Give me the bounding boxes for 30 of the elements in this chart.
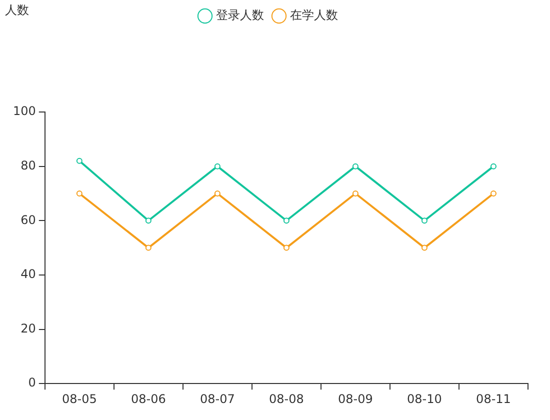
- point: [76, 190, 82, 196]
- legend-label: 登录人数: [216, 8, 264, 22]
- y-tick-label: 60: [20, 212, 36, 227]
- x-tick-label: 08-10: [407, 392, 442, 406]
- point: [76, 158, 82, 164]
- point: [283, 218, 290, 224]
- x-tick-label: 08-09: [338, 392, 373, 406]
- legend-label: 在学人数: [290, 8, 338, 22]
- point: [490, 163, 496, 170]
- x-tick-label: 08-05: [62, 392, 97, 406]
- y-tick-label: 80: [20, 158, 36, 172]
- point: [145, 244, 152, 251]
- y-tick-label: 20: [20, 321, 36, 336]
- x-tick-label: 08-07: [200, 392, 235, 406]
- point: [283, 244, 290, 251]
- x-tick-label: 08-06: [130, 392, 166, 406]
- x-tick-label: 08-11: [476, 392, 511, 406]
- point: [421, 218, 428, 224]
- y-tick-label: 40: [20, 267, 36, 282]
- point: [421, 244, 428, 251]
- point: [214, 163, 220, 170]
- point: [145, 218, 152, 224]
- point: [352, 163, 358, 170]
- text: 人数: [5, 3, 29, 18]
- point: [490, 190, 496, 196]
- y-tick-label: 0: [28, 376, 36, 390]
- point: [214, 190, 220, 196]
- point: [352, 190, 358, 196]
- y-tick-label: 100: [13, 104, 36, 118]
- x-tick-label: 08-08: [269, 392, 304, 406]
